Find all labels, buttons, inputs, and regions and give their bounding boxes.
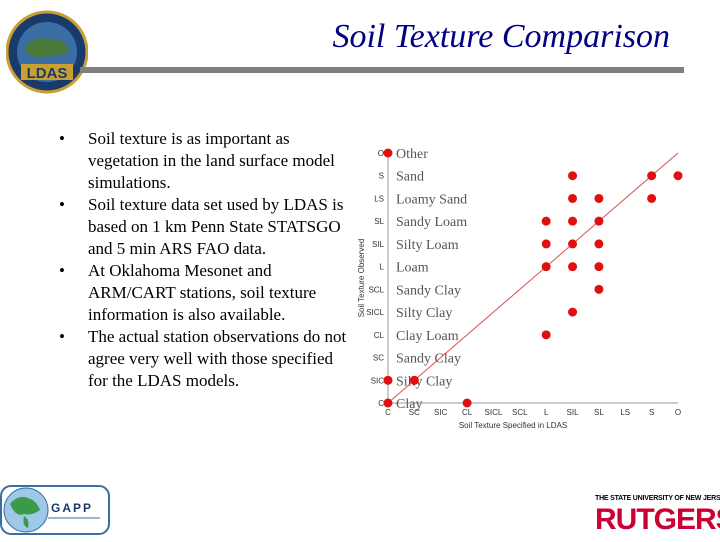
x-tick-label: SIL [567, 408, 580, 417]
data-point [409, 375, 419, 385]
data-point [568, 216, 578, 226]
data-point [383, 148, 393, 158]
data-point [594, 239, 604, 249]
y-tick-label: S [379, 172, 384, 181]
rutgers-logo: THE STATE UNIVERSITY OF NEW JERSEY RUTGE… [595, 495, 720, 537]
legend-entry: Sandy Loam [396, 215, 467, 230]
legend-entry: Sandy Clay [396, 283, 461, 298]
y-tick-label: SIC [371, 376, 385, 385]
legend-entry: Silty Loam [396, 238, 459, 253]
data-point [541, 216, 551, 226]
data-point [594, 262, 604, 272]
x-tick-label: SIC [434, 408, 448, 417]
x-tick-label: L [544, 408, 549, 417]
data-point [568, 239, 578, 249]
legend-entry: Sand [396, 170, 424, 185]
y-tick-label: SICL [366, 308, 384, 317]
data-point [568, 262, 578, 272]
x-tick-label: S [649, 408, 654, 417]
legend-entry: Silty Clay [396, 306, 452, 321]
x-tick-label: LS [620, 408, 630, 417]
y-tick-label: C [378, 399, 384, 408]
diagonal-line [387, 152, 679, 404]
x-axis-label: Soil Texture Specified in LDAS [459, 421, 567, 430]
ldas-logo-text: LDAS [27, 65, 68, 82]
bullet-item: At Oklahoma Mesonet and ARM/CART station… [55, 260, 355, 326]
data-point [647, 193, 657, 203]
data-point [541, 239, 551, 249]
data-point [594, 284, 604, 294]
x-tick-label: SCL [512, 408, 528, 417]
ldas-logo: LDAS [5, 6, 89, 98]
y-tick-label: SL [374, 217, 384, 226]
x-tick-label: SICL [485, 408, 503, 417]
title-divider [80, 67, 684, 73]
bullet-item: Soil texture is as important as vegetati… [55, 128, 355, 194]
gapp-logo-text: GAPP [51, 501, 93, 515]
legend-entry: Silty Clay [396, 374, 452, 389]
slide-title: Soil Texture Comparison [332, 18, 670, 55]
data-point [568, 171, 578, 181]
legend-entry: Loamy Sand [396, 192, 467, 207]
legend-entry: Other [396, 147, 428, 162]
x-tick-label: O [675, 408, 681, 417]
data-point [383, 398, 393, 408]
x-tick-label: CL [462, 408, 473, 417]
y-tick-label: CL [374, 331, 385, 340]
legend-entry: Sandy Clay [396, 352, 461, 367]
y-tick-label: O [378, 149, 384, 158]
data-point [594, 193, 604, 203]
x-tick-label: SL [594, 408, 604, 417]
bullet-item: Soil texture data set used by LDAS is ba… [55, 194, 355, 260]
y-axis-label: Soil Texture Observed [357, 239, 366, 318]
data-point [541, 262, 551, 272]
data-point [568, 307, 578, 317]
rutgers-wordmark: RUTGERS [595, 503, 720, 536]
legend-entry: Loam [396, 261, 429, 276]
data-point [673, 171, 683, 181]
data-point [383, 375, 393, 385]
data-point [541, 330, 551, 340]
y-tick-label: SC [373, 354, 384, 363]
data-point [647, 171, 657, 181]
data-point [568, 193, 578, 203]
data-point [594, 216, 604, 226]
y-tick-label: SCL [368, 285, 384, 294]
y-tick-label: LS [374, 194, 384, 203]
x-tick-label: SC [409, 408, 420, 417]
legend-entry: Clay [396, 397, 422, 412]
y-tick-label: L [380, 263, 385, 272]
soil-texture-scatter-chart: O S LS SL SIL L SCL SICL CL SC SIC C C SC SIC CL SICL SCL… [352, 145, 692, 430]
bullet-list: Soil texture is as important as vegetati… [55, 128, 355, 392]
rutgers-subtitle: THE STATE UNIVERSITY OF NEW JERSEY [595, 495, 720, 502]
y-tick-label: SIL [372, 240, 385, 249]
gapp-logo: GAPP [0, 482, 112, 537]
bullet-item: The actual station observations do not a… [55, 326, 355, 392]
x-tick-label: C [385, 408, 391, 417]
data-point [462, 398, 472, 408]
legend-entry: Clay Loam [396, 329, 459, 344]
